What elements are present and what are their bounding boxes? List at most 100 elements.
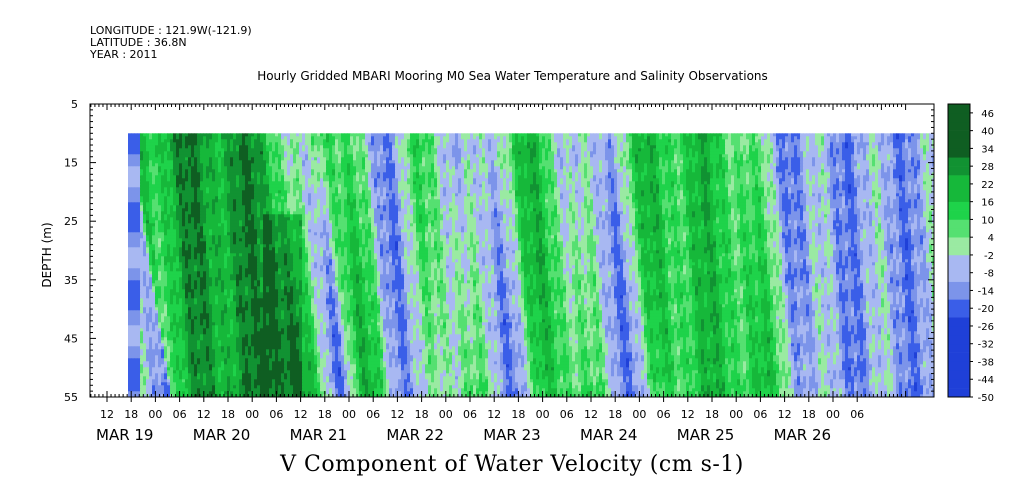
heatmap-cell: [875, 160, 879, 164]
heatmap-cell: [920, 136, 924, 140]
heatmap-cell: [335, 142, 339, 146]
heatmap-cell: [824, 139, 828, 143]
heatmap-cell: [443, 172, 447, 176]
heatmap-cell: [740, 157, 744, 161]
heatmap-cell: [440, 163, 444, 167]
heatmap-cell: [698, 184, 702, 188]
heatmap-cell: [788, 166, 792, 170]
heatmap-cell: [536, 142, 540, 146]
heatmap-cell: [821, 154, 825, 158]
heatmap-cell: [296, 178, 300, 182]
heatmap-cell: [335, 166, 339, 170]
heatmap-cell: [689, 166, 693, 170]
heatmap-cell: [548, 169, 552, 173]
heatmap-cell: [620, 136, 624, 140]
heatmap-cell: [785, 133, 789, 137]
heatmap-cell: [845, 160, 849, 164]
heatmap-cell: [227, 178, 231, 182]
heatmap-cell: [281, 187, 285, 191]
heatmap-cell: [449, 178, 453, 182]
heatmap-cell: [896, 163, 900, 167]
heatmap-cell: [536, 166, 540, 170]
heatmap-cell: [686, 160, 690, 164]
heatmap-cell: [605, 157, 609, 161]
heatmap-cell: [137, 172, 141, 176]
heatmap-cell: [485, 151, 489, 155]
heatmap-cell: [215, 136, 219, 140]
heatmap-cell: [539, 148, 543, 152]
heatmap-cell: [647, 148, 651, 152]
heatmap-cell: [191, 148, 195, 152]
heatmap-cell: [773, 172, 777, 176]
heatmap-cell: [506, 154, 510, 158]
heatmap-cell: [563, 139, 567, 143]
heatmap-cell: [617, 163, 621, 167]
heatmap-cell: [587, 154, 591, 158]
heatmap-cell: [899, 157, 903, 161]
heatmap-cell: [773, 133, 777, 137]
heatmap-cell: [575, 163, 579, 167]
heatmap-cell: [917, 142, 921, 146]
heatmap-cell: [368, 139, 372, 143]
heatmap-cell: [230, 148, 234, 152]
heatmap-cell: [389, 181, 393, 185]
heatmap-cell: [893, 139, 897, 143]
heatmap-cell: [809, 160, 813, 164]
heatmap-cell: [800, 157, 804, 161]
heatmap-cell: [185, 181, 189, 185]
heatmap-cell: [641, 148, 645, 152]
heatmap-cell: [296, 154, 300, 158]
heatmap-cell: [473, 163, 477, 167]
heatmap-cell: [413, 172, 417, 176]
heatmap-cell: [335, 136, 339, 140]
heatmap-cell: [518, 175, 522, 179]
heatmap-cell: [662, 175, 666, 179]
heatmap-cell: [374, 175, 378, 179]
heatmap-cell: [134, 151, 138, 155]
heatmap-cell: [644, 151, 648, 155]
heatmap-cell: [851, 136, 855, 140]
heatmap-cell: [266, 154, 270, 158]
heatmap-cell: [764, 181, 768, 185]
heatmap-cell: [746, 163, 750, 167]
heatmap-cell: [623, 181, 627, 185]
heatmap-cell: [779, 136, 783, 140]
heatmap-cell: [251, 169, 255, 173]
heatmap-cell: [677, 166, 681, 170]
heatmap-cell: [821, 172, 825, 176]
heatmap-cell: [308, 160, 312, 164]
heatmap-cell: [485, 154, 489, 158]
heatmap-cell: [653, 181, 657, 185]
heatmap-cell: [860, 136, 864, 140]
heatmap-cell: [185, 160, 189, 164]
heatmap-cell: [233, 142, 237, 146]
heatmap-cell: [254, 151, 258, 155]
heatmap-cell: [377, 145, 381, 149]
heatmap-cell: [890, 163, 894, 167]
heatmap-cell: [413, 148, 417, 152]
heatmap-cell: [512, 139, 516, 143]
heatmap-cell: [350, 139, 354, 143]
heatmap-cell: [548, 142, 552, 146]
heatmap-cell: [413, 163, 417, 167]
heatmap-cell: [242, 175, 246, 179]
heatmap-cell: [395, 145, 399, 149]
heatmap-cell: [434, 175, 438, 179]
heatmap-cell: [671, 175, 675, 179]
heatmap-cell: [215, 175, 219, 179]
heatmap-cell: [824, 133, 828, 137]
heatmap-cell: [320, 151, 324, 155]
heatmap-cell: [392, 163, 396, 167]
heatmap-cell: [506, 166, 510, 170]
heatmap-cell: [221, 169, 225, 173]
heatmap-cell: [791, 136, 795, 140]
heatmap-cell: [545, 154, 549, 158]
heatmap-cell: [677, 139, 681, 143]
heatmap-cell: [611, 139, 615, 143]
heatmap-cell: [440, 175, 444, 179]
heatmap-cell: [347, 139, 351, 143]
heatmap-cell: [200, 145, 204, 149]
heatmap-cell: [197, 133, 201, 137]
heatmap-cell: [389, 154, 393, 158]
heatmap-cell: [377, 175, 381, 179]
